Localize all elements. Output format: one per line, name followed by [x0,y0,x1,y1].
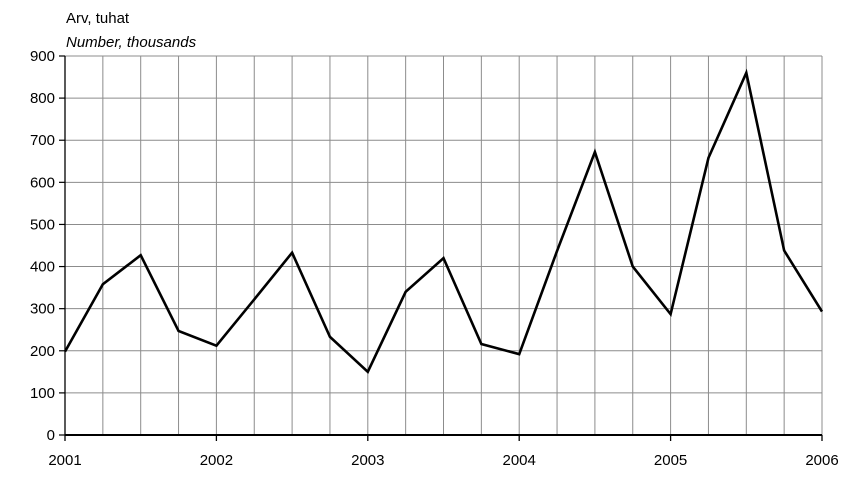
y-axis-title-english: Number, thousands [66,34,197,51]
x-tick-labels: 2001 2002 2003 2004 2005 2006 [48,452,838,469]
y-axis-title: Arv, tuhat [66,10,130,27]
x-tick-label: 2003 [351,452,384,469]
y-tick-label: 100 [30,385,55,402]
y-tick-label: 600 [30,174,55,191]
axes [59,55,823,441]
y-tick-label: 700 [30,132,55,149]
x-tick-label: 2006 [805,452,838,469]
y-tick-label: 500 [30,216,55,233]
y-tick-label: 0 [47,427,55,444]
grid [64,55,823,436]
y-tick-labels: 0 100 200 300 400 500 600 700 800 900 [30,48,55,444]
series-lines [63,68,824,374]
y-tick-label: 800 [30,90,55,107]
y-tick-label: 200 [30,343,55,360]
y-tick-label: 900 [30,48,55,65]
x-tick-label: 2005 [654,452,687,469]
x-tick-label: 2004 [503,452,536,469]
x-tick-label: 2002 [200,452,233,469]
x-tick-label: 2001 [48,452,81,469]
y-tick-label: 400 [30,259,55,276]
y-tick-label: 300 [30,301,55,318]
